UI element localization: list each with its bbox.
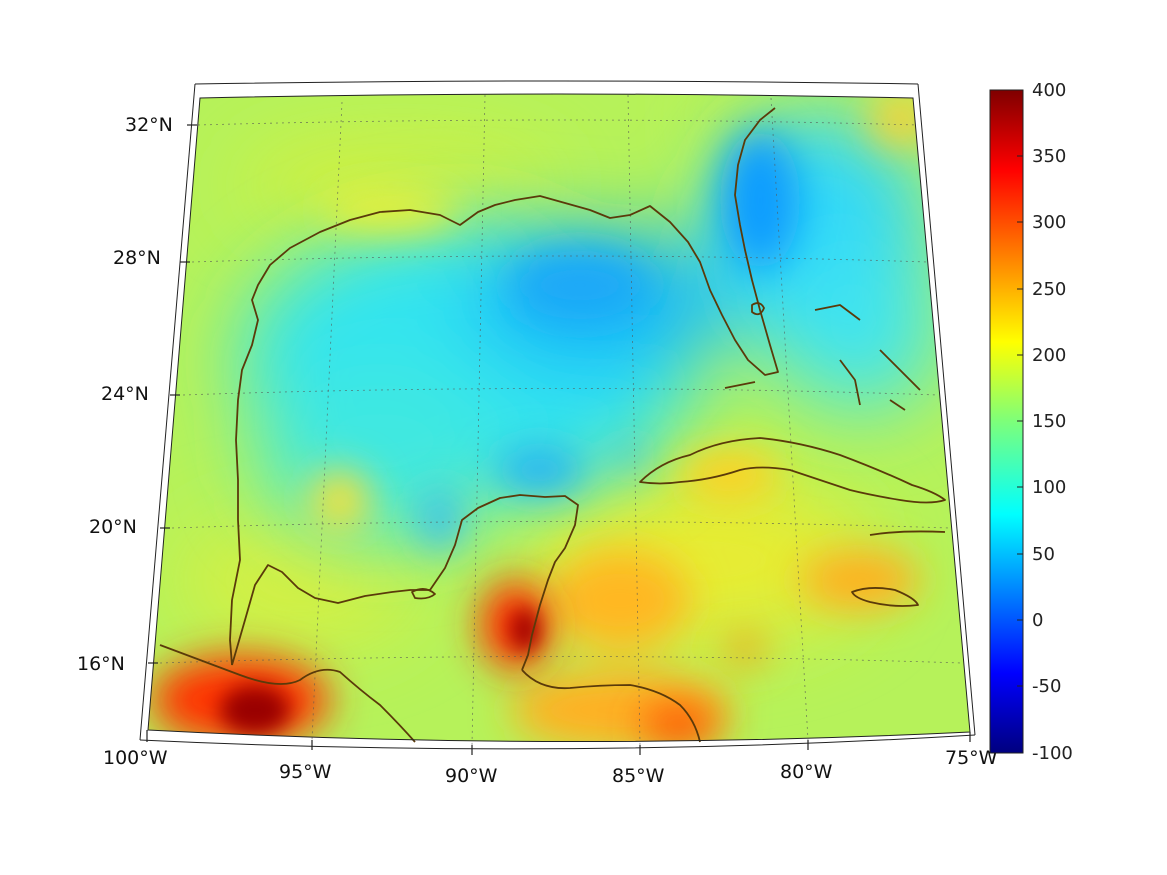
lon-label-95w: 95°W xyxy=(279,761,332,783)
lon-labels: 100°W 95°W 90°W 85°W 80°W 75°W xyxy=(103,747,998,787)
lon-label-75w: 75°W xyxy=(945,747,998,769)
lon-label-100w: 100°W xyxy=(103,747,168,769)
colorbar-label-200: 200 xyxy=(1032,345,1066,366)
colorbar-label-0: 0 xyxy=(1032,610,1043,631)
graticule xyxy=(159,94,963,746)
colorbar-label-neg50: -50 xyxy=(1032,676,1061,697)
lon-label-90w: 90°W xyxy=(445,765,498,787)
lon-label-85w: 85°W xyxy=(612,765,665,787)
colorbar-label-neg100: -100 xyxy=(1032,743,1073,764)
lat-label-24: 24°N xyxy=(101,383,149,405)
colorbar-label-350: 350 xyxy=(1032,146,1066,167)
colorbar-label-300: 300 xyxy=(1032,212,1066,233)
colorbar-label-50: 50 xyxy=(1032,544,1055,565)
map-frame xyxy=(139,80,976,750)
lat-label-32: 32°N xyxy=(125,114,173,136)
lon-label-80w: 80°W xyxy=(780,761,833,783)
coastlines xyxy=(159,107,946,743)
colorbar-label-150: 150 xyxy=(1032,411,1066,432)
colorbar-label-250: 250 xyxy=(1032,279,1066,300)
colorbar-label-400: 400 xyxy=(1032,80,1066,101)
colorbar-label-100: 100 xyxy=(1032,477,1066,498)
lat-label-28: 28°N xyxy=(113,247,161,269)
lat-label-16: 16°N xyxy=(77,653,125,675)
lat-labels: 32°N 28°N 24°N 20°N 16°N xyxy=(77,114,173,675)
axis-ticks xyxy=(146,124,971,755)
lat-label-20: 20°N xyxy=(89,516,137,538)
colorbar: 400 350 300 250 200 150 100 50 0 -50 -10… xyxy=(989,80,1073,764)
